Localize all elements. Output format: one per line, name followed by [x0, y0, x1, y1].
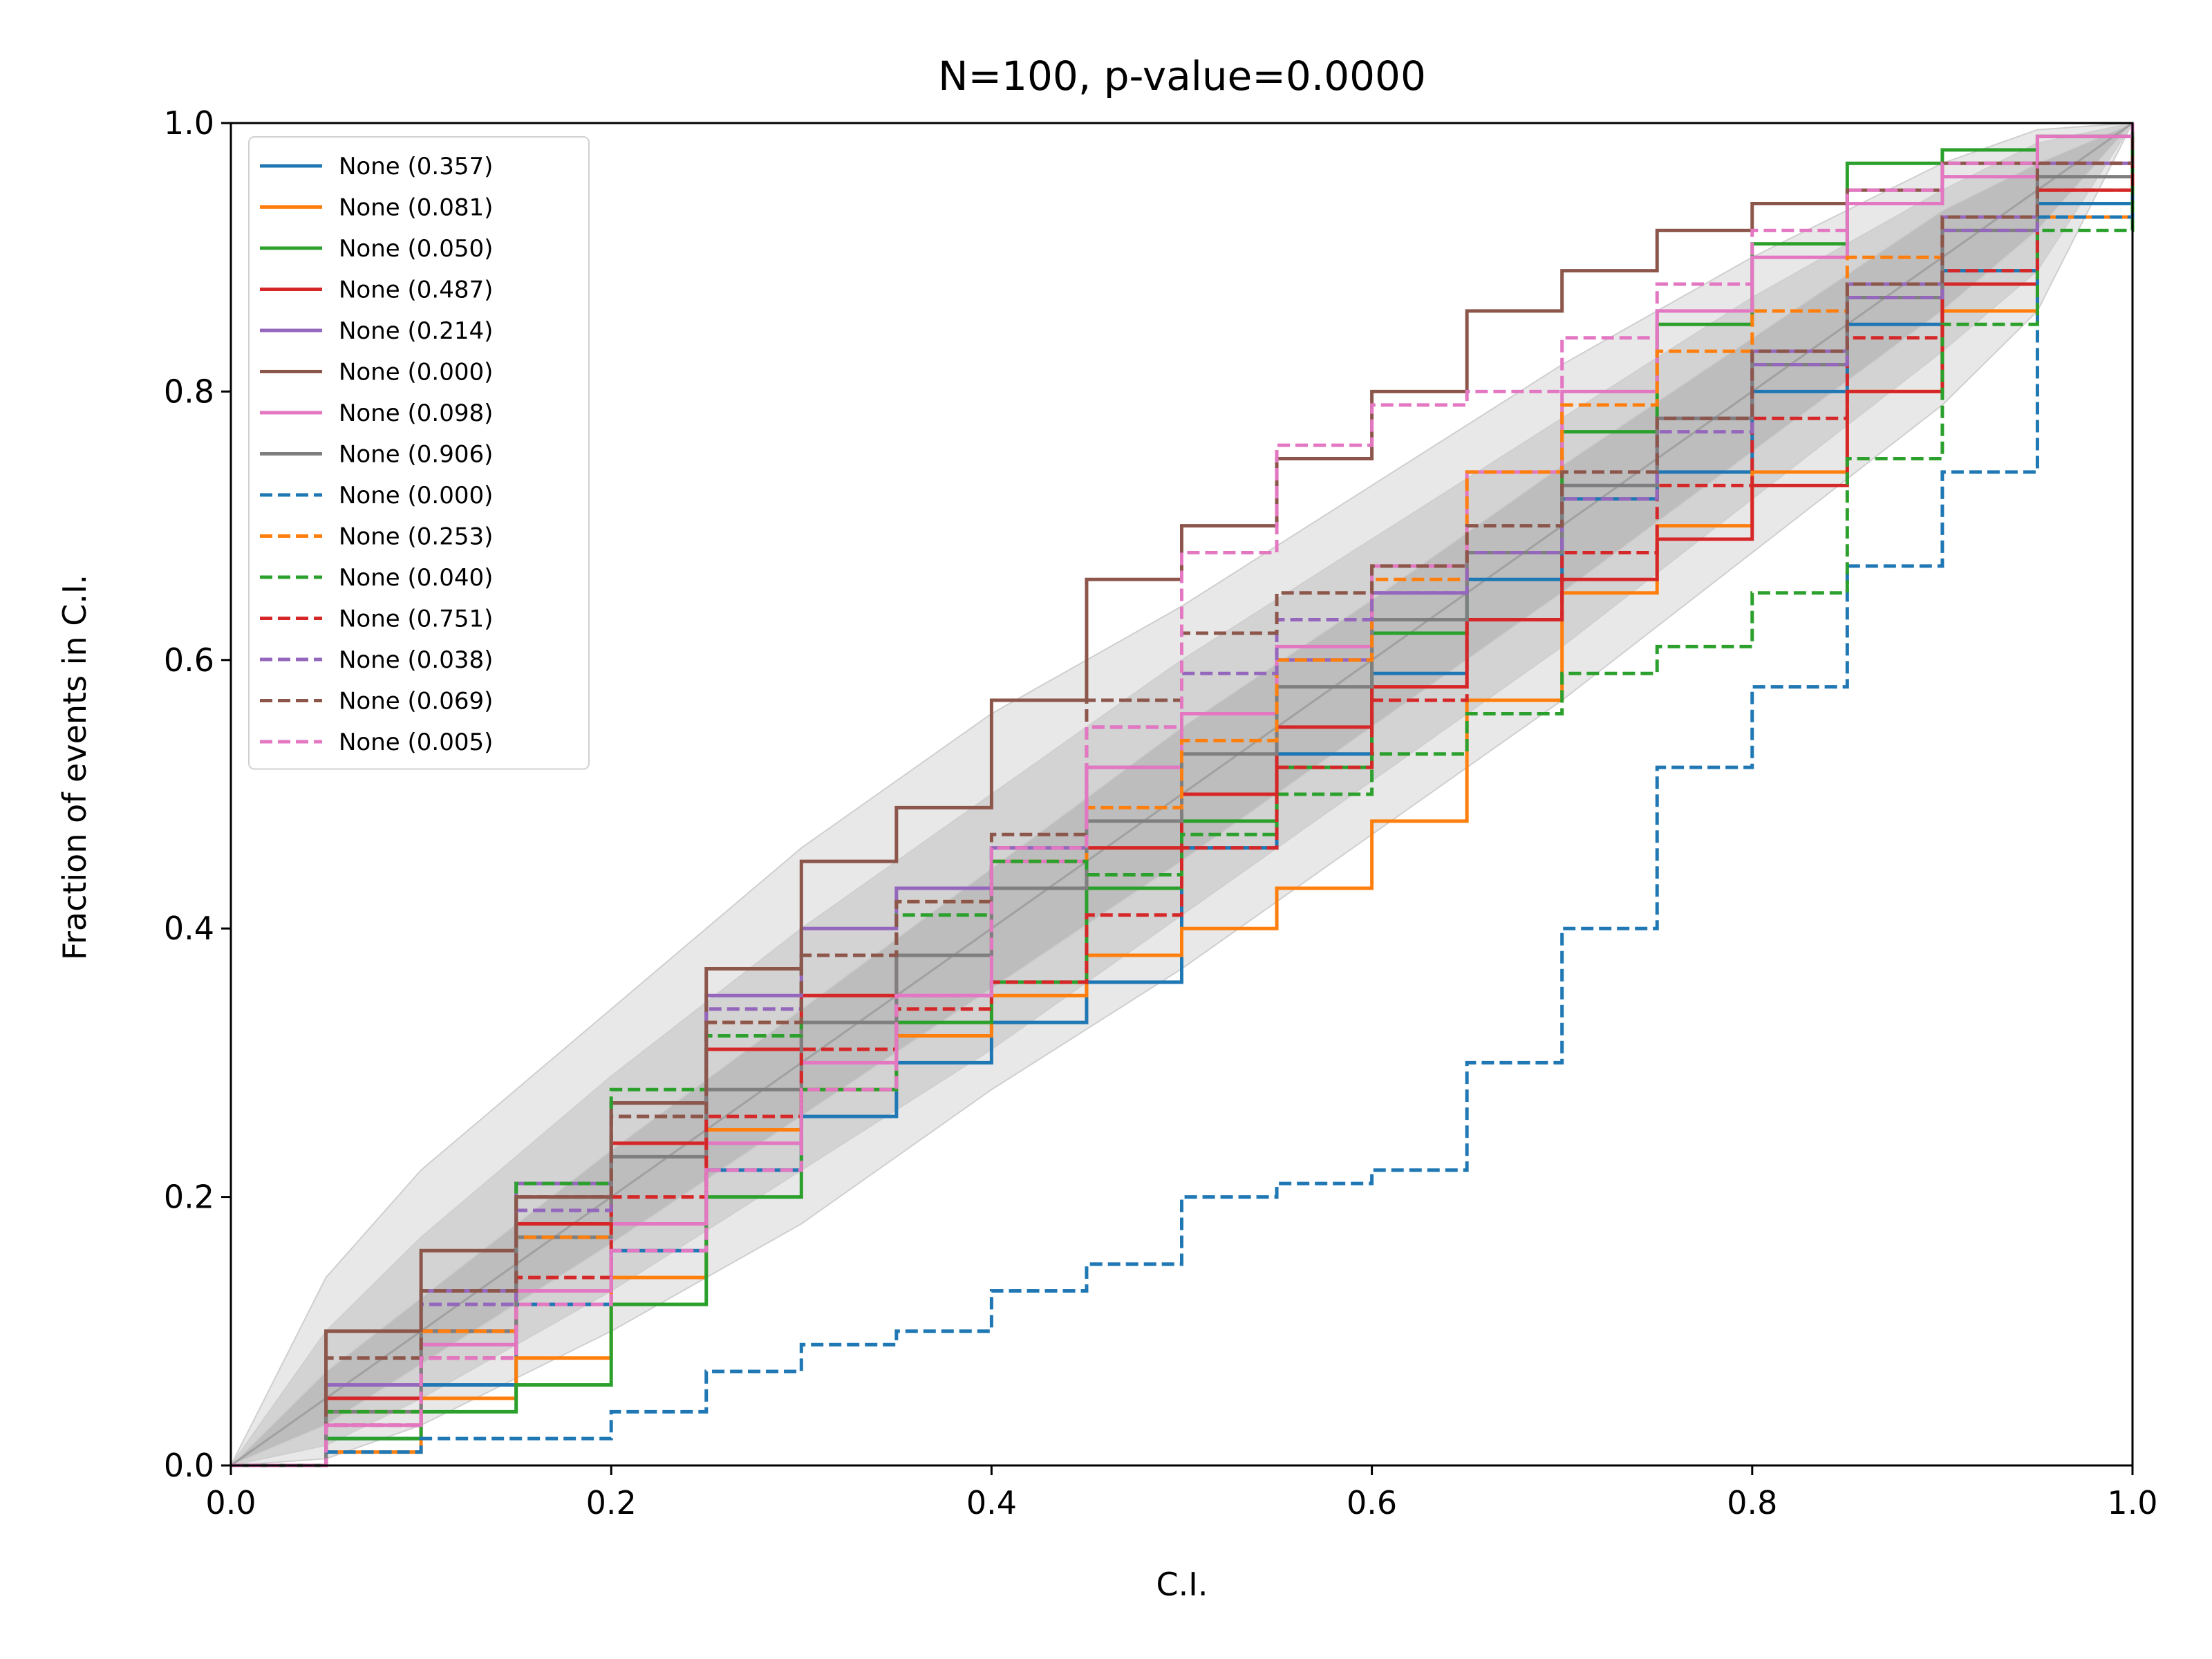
- y-tick-label: 0.4: [164, 910, 214, 947]
- x-tick-label: 0.4: [966, 1484, 1017, 1521]
- x-tick-label: 0.6: [1347, 1484, 1397, 1521]
- legend-label: None (0.040): [339, 564, 493, 592]
- x-tick-label: 0.2: [586, 1484, 637, 1521]
- y-tick-label: 1.0: [164, 104, 214, 142]
- y-tick-label: 0.2: [164, 1179, 214, 1216]
- y-tick-label: 0.8: [164, 373, 214, 410]
- x-tick-label: 0.0: [205, 1484, 256, 1521]
- legend-label: None (0.081): [339, 194, 493, 222]
- chart-title: N=100, p-value=0.0000: [938, 53, 1426, 100]
- series-line-6: [231, 123, 2135, 1468]
- y-tick-label: 0.0: [164, 1447, 214, 1484]
- legend-label: None (0.214): [339, 317, 493, 345]
- legend-label: None (0.906): [339, 441, 493, 469]
- legend-label: None (0.050): [339, 235, 493, 263]
- y-axis-ticks: 0.0 0.2 0.4 0.6 0.8 1.0: [164, 104, 231, 1484]
- series-line-10: [231, 136, 2135, 1468]
- legend-label: None (0.069): [339, 688, 493, 715]
- series-line-11: [231, 123, 2135, 1468]
- x-tick-label: 1.0: [2107, 1484, 2157, 1521]
- series-lines: [231, 123, 2135, 1468]
- legend-label: None (0.751): [339, 606, 493, 633]
- legend-box: [248, 136, 590, 770]
- legend-label: None (0.005): [339, 729, 493, 756]
- series-line-14: [231, 123, 2135, 1468]
- x-axis-label: C.I.: [1156, 1566, 1208, 1603]
- legend-label: None (0.253): [339, 523, 493, 551]
- x-tick-label: 0.8: [1727, 1484, 1777, 1521]
- legend: None (0.357) None (0.081) None (0.050) None…: [248, 136, 590, 770]
- plot-area-frame: [229, 122, 2134, 1467]
- x-axis-ticks: 0.0 0.2 0.4 0.6 0.8 1.0: [205, 1465, 2158, 1521]
- legend-label: None (0.000): [339, 482, 493, 509]
- legend-label: None (0.000): [339, 359, 493, 386]
- y-axis-label: Fraction of events in C.I.: [56, 574, 93, 960]
- series-line-8: [231, 149, 2135, 1468]
- legend-label: None (0.357): [339, 153, 493, 180]
- legend-label: None (0.098): [339, 400, 493, 427]
- y-tick-label: 0.6: [164, 641, 214, 679]
- legend-label: None (0.038): [339, 646, 493, 674]
- legend-label: None (0.487): [339, 276, 493, 304]
